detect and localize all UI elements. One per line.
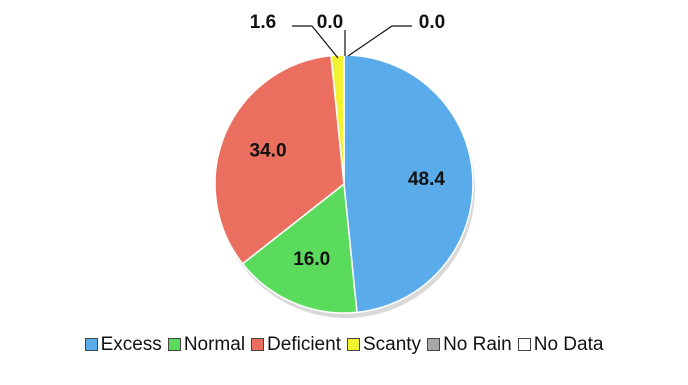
legend-swatch [251,338,265,351]
legend-label: Scanty [362,334,422,355]
pie-slice-normal [241,182,358,314]
legend-item-no-rain: No Rain [427,334,512,356]
data-labels: 48.4 16.0 34.0 1.6 0.0 0.0 [250,12,446,270]
data-label-no-data: 0.0 [419,12,445,33]
pie-slice-excess [343,54,474,314]
legend-label: No Rain [443,334,512,355]
legend-item-normal: Normal [167,334,246,356]
legend-label: Excess [100,334,162,355]
legend: Excess Normal Deficient Scanty No Rain No Dat… [0,334,688,356]
legend-swatch [84,338,98,351]
data-label-deficient: 34.0 [250,141,287,162]
legend-label: No Data [533,334,604,355]
leader-line-no-data [347,25,412,57]
leader-lines [292,25,412,59]
pie-slices [214,54,475,318]
legend-swatch [346,338,360,351]
legend-swatch [167,338,181,351]
data-label-no-rain: 0.0 [317,12,343,33]
legend-swatch [427,338,441,351]
legend-item-scanty: Scanty [346,334,422,356]
data-label-normal: 16.0 [293,249,330,270]
legend-label: Normal [183,334,246,355]
data-label-excess: 48.4 [408,169,445,190]
pie-slice-scanty [330,54,345,185]
data-label-scanty: 1.6 [250,12,276,33]
legend-item-no-data: No Data [517,334,604,356]
legend-item-deficient: Deficient [251,334,341,356]
leader-line-scanty [292,25,339,59]
legend-swatch [517,338,531,351]
pie-slice-deficient [214,54,345,265]
legend-label: Deficient [267,334,341,355]
pie-chart: 48.4 16.0 34.0 1.6 0.0 0.0 [214,12,475,318]
legend-item-excess: Excess [84,334,162,356]
